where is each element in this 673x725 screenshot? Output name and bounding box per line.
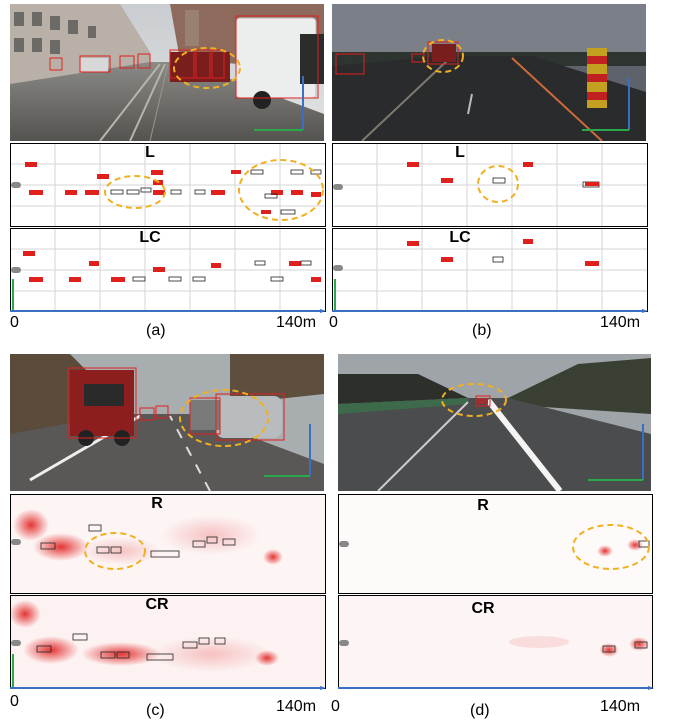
bev-label-c-bottom: CR: [145, 596, 169, 613]
bev-map-b-top: L: [332, 143, 648, 227]
axis-start-c: 0: [10, 693, 19, 710]
camera-image-c: [10, 354, 324, 491]
bev-map-c-top: R: [10, 494, 326, 594]
axis-end-c: 140m: [276, 698, 317, 715]
camera-image-d: [338, 354, 651, 491]
camera-image-b: [332, 4, 646, 141]
bev-label-b-bottom: LC: [449, 229, 471, 246]
axis-start-b: 0: [329, 314, 338, 331]
bev-label-a-top: L: [145, 144, 155, 161]
bev-map-d-bottom: CR: [338, 595, 653, 689]
axis-end-d: 140m: [600, 698, 641, 715]
caption-c: (c): [146, 702, 165, 719]
caption-a: (a): [146, 322, 166, 339]
bev-label-c-top: R: [151, 495, 163, 512]
bev-map-c-bottom: CR: [10, 595, 326, 689]
axis-start-d: 0: [331, 698, 340, 715]
camera-image-a: [10, 4, 324, 141]
bev-label-d-bottom: CR: [471, 600, 495, 617]
bev-label-d-top: R: [477, 497, 489, 514]
bev-map-a-top: L: [10, 143, 326, 227]
bev-map-a-bottom: LC: [10, 228, 326, 312]
bev-label-b-top: L: [455, 144, 465, 161]
bev-map-b-bottom: LC: [332, 228, 648, 312]
axis-end-b: 140m: [600, 314, 641, 331]
axis-start-a: 0: [10, 314, 19, 331]
axis-end-a: 140m: [276, 314, 317, 331]
bev-label-a-bottom: LC: [139, 229, 161, 246]
caption-b: (b): [472, 322, 492, 339]
bev-map-d-top: R: [338, 494, 653, 594]
caption-d: (d): [470, 702, 490, 719]
